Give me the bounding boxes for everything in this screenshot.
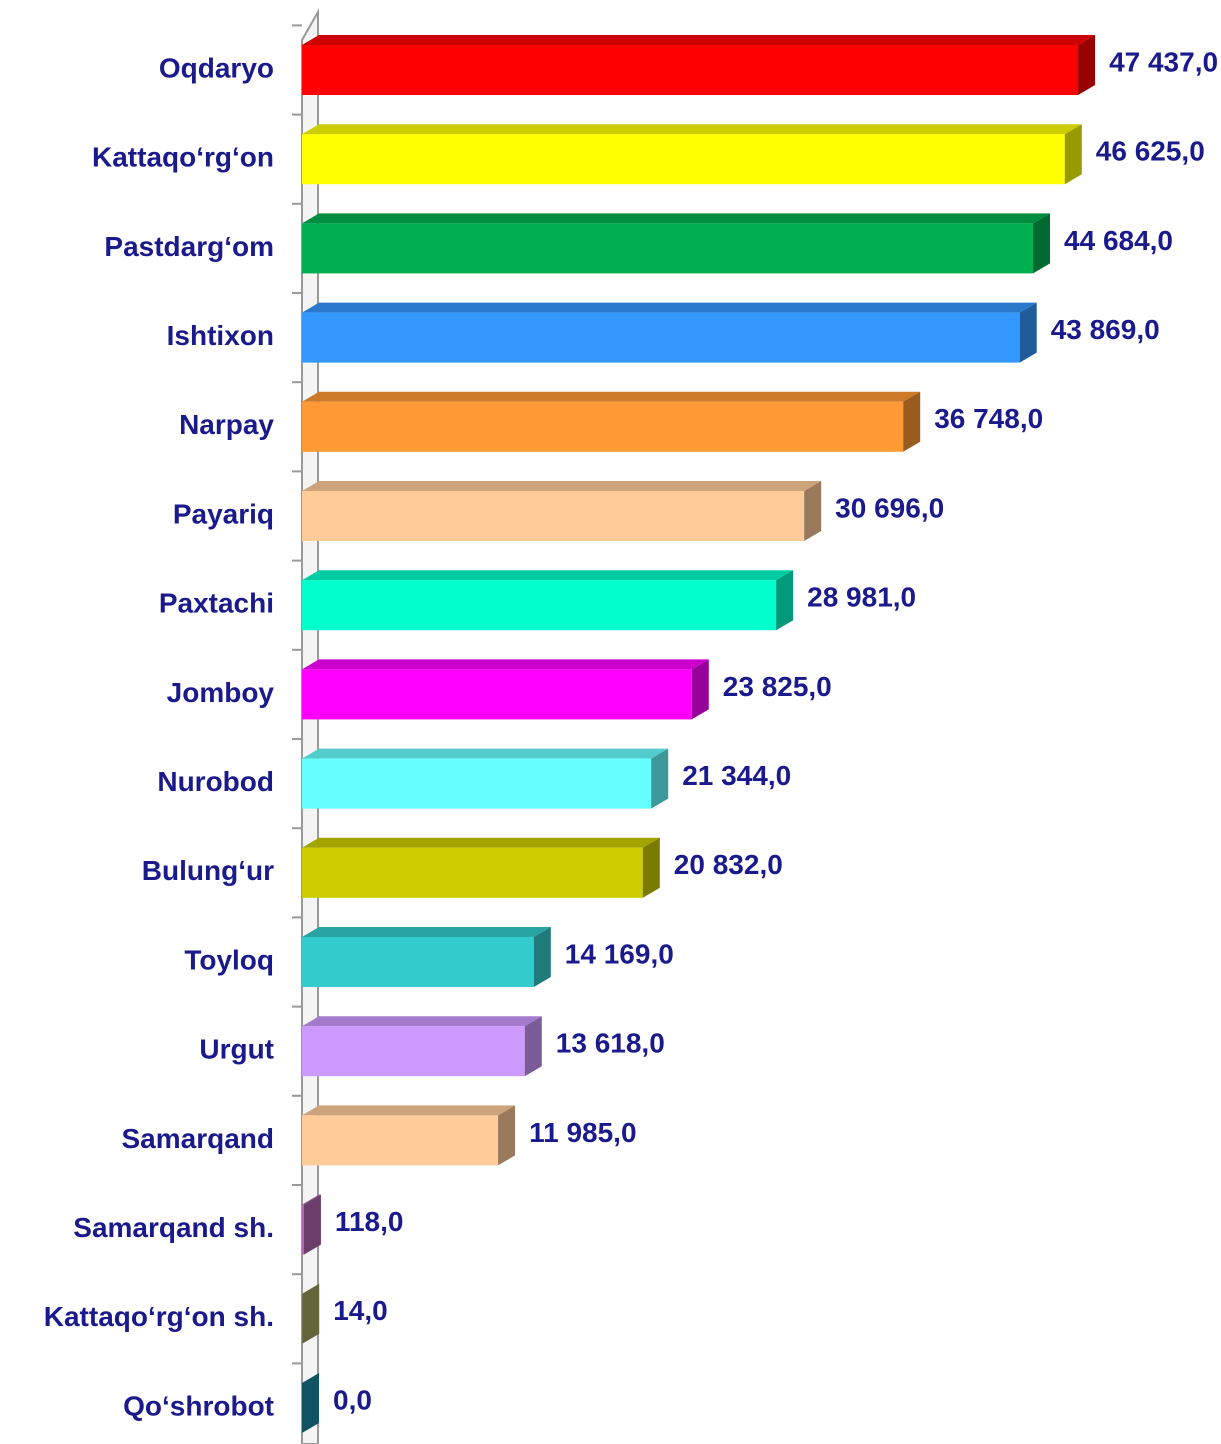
value-label: 11 985,0 bbox=[529, 1117, 636, 1148]
bar-top bbox=[302, 1283, 320, 1294]
value-label: 0,0 bbox=[333, 1384, 372, 1415]
bar bbox=[302, 580, 777, 631]
bar-top bbox=[302, 124, 1082, 135]
bar-side bbox=[1078, 35, 1096, 95]
bar bbox=[302, 1115, 499, 1166]
category-label: Samarqand sh. bbox=[73, 1212, 274, 1243]
value-label: 14,0 bbox=[333, 1295, 388, 1326]
value-label: 118,0 bbox=[335, 1206, 404, 1237]
bar bbox=[302, 491, 805, 541]
bar-top bbox=[302, 481, 822, 491]
bar-side bbox=[804, 481, 822, 541]
category-label: Pastdarg‘om bbox=[104, 231, 274, 262]
category-label: Qo‘shrobot bbox=[123, 1390, 274, 1421]
category-label: Toyloq bbox=[184, 944, 274, 975]
bar-top bbox=[302, 659, 709, 670]
bar-side bbox=[302, 1373, 319, 1433]
bar bbox=[302, 223, 1034, 274]
bar-side bbox=[1064, 124, 1082, 185]
value-label: 23 825,0 bbox=[723, 671, 832, 702]
bar bbox=[302, 758, 652, 809]
value-label: 21 344,0 bbox=[682, 760, 791, 791]
bar bbox=[302, 134, 1065, 185]
bar-top bbox=[302, 570, 794, 581]
value-label: 46 625,0 bbox=[1096, 136, 1205, 167]
category-label: Kattaqo‘rg‘on sh. bbox=[44, 1301, 274, 1332]
bar bbox=[302, 312, 1020, 363]
bar bbox=[302, 847, 643, 898]
category-label: Bulung‘ur bbox=[142, 855, 274, 886]
category-label: Urgut bbox=[199, 1034, 274, 1065]
bar-side bbox=[691, 659, 709, 720]
category-label: Kattaqo‘rg‘on bbox=[92, 142, 274, 173]
bar-side bbox=[533, 927, 551, 987]
category-label: Oqdaryo bbox=[159, 52, 274, 83]
category-label: Samarqand bbox=[122, 1123, 275, 1154]
bar bbox=[302, 1204, 304, 1255]
bar-side bbox=[1033, 213, 1051, 274]
value-label: 36 748,0 bbox=[934, 403, 1043, 434]
value-label: 14 169,0 bbox=[565, 938, 674, 969]
bar bbox=[302, 401, 904, 452]
bar bbox=[302, 669, 692, 720]
bar-side bbox=[642, 837, 660, 898]
bar bbox=[302, 1026, 525, 1077]
bar-top bbox=[302, 1105, 516, 1116]
bar-side bbox=[498, 1105, 516, 1166]
category-label: Payariq bbox=[173, 498, 274, 529]
bar-side bbox=[524, 1016, 542, 1077]
value-label: 20 832,0 bbox=[674, 849, 783, 880]
bar-side bbox=[903, 391, 921, 452]
bar-side bbox=[1019, 302, 1037, 363]
value-label: 28 981,0 bbox=[807, 582, 916, 613]
bar-side bbox=[651, 748, 669, 809]
bar-top bbox=[302, 213, 1051, 224]
category-label: Ishtixon bbox=[167, 320, 274, 351]
bar-top bbox=[302, 837, 660, 848]
value-label: 47 437,0 bbox=[1109, 46, 1218, 77]
bar bbox=[302, 45, 1079, 95]
bar-top bbox=[302, 748, 669, 759]
bar-side bbox=[303, 1194, 321, 1255]
bar-top bbox=[302, 302, 1037, 313]
bar-top bbox=[302, 927, 551, 937]
bar-side bbox=[776, 570, 794, 631]
category-label: Nurobod bbox=[157, 766, 274, 797]
bar-top bbox=[302, 391, 921, 402]
value-label: 30 696,0 bbox=[835, 492, 944, 523]
value-label: 43 869,0 bbox=[1051, 314, 1160, 345]
bar-top bbox=[302, 35, 1096, 45]
category-label: Narpay bbox=[179, 409, 274, 440]
category-label: Jomboy bbox=[167, 677, 275, 708]
bar-top bbox=[302, 1194, 321, 1205]
value-label: 13 618,0 bbox=[556, 1028, 665, 1059]
value-label: 44 684,0 bbox=[1064, 225, 1173, 256]
category-label: Paxtachi bbox=[159, 588, 274, 619]
bar-side bbox=[302, 1283, 320, 1344]
bar bbox=[302, 937, 534, 987]
bar-top bbox=[302, 1016, 542, 1027]
